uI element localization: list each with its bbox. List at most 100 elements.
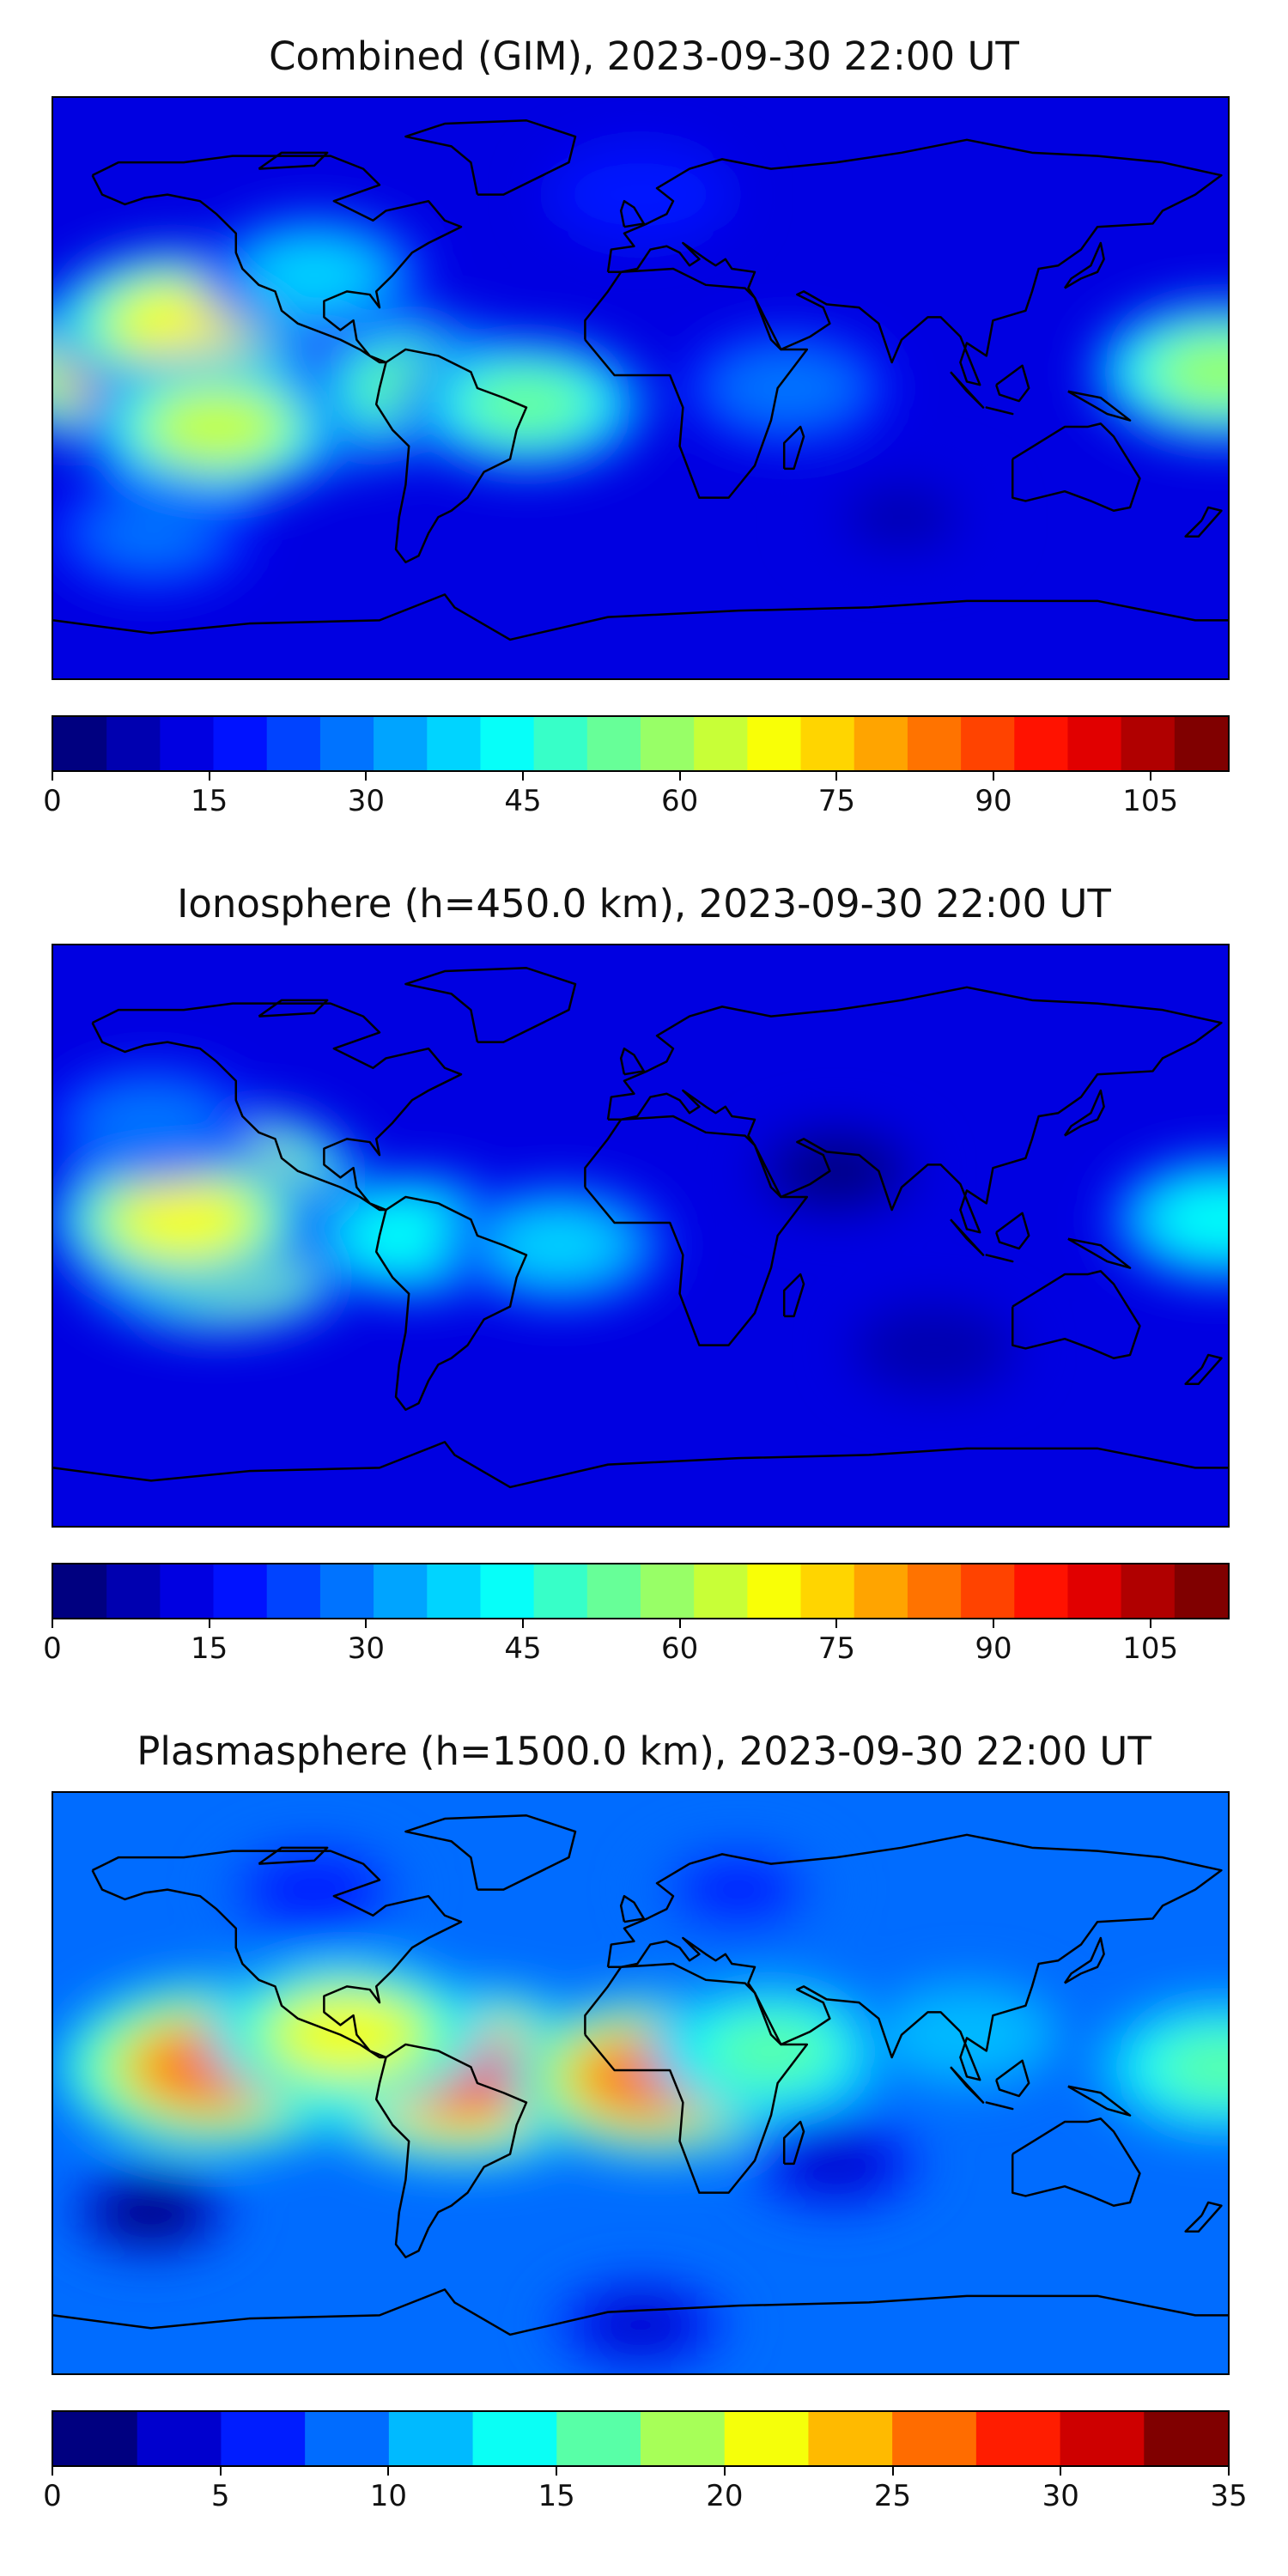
colorbar-tick-label: 105 — [1122, 784, 1179, 818]
colorbar-swatch — [53, 1564, 107, 1618]
colorbar-tick-label: 10 — [369, 2479, 408, 2513]
colorbar-swatch — [137, 2412, 222, 2465]
colorbar-tick-label: 45 — [504, 1631, 542, 1666]
heatmap-contour — [878, 1318, 990, 1379]
colorbar-swatch — [1144, 2412, 1228, 2465]
colorbar-tick — [387, 2467, 390, 2476]
colorbar-swatch — [319, 717, 374, 770]
colorbar-tick — [1060, 2467, 1062, 2476]
coastline — [1184, 506, 1223, 538]
coastline — [619, 199, 646, 228]
heatmap-contour — [463, 369, 590, 439]
coastline — [53, 2288, 1228, 2336]
colorbar-tick — [678, 772, 681, 781]
colorbar-swatch — [854, 717, 908, 770]
colorbar-swatch — [160, 717, 215, 770]
colorbar-tick-label: 90 — [975, 1631, 1012, 1666]
colorbar-swatch — [641, 717, 695, 770]
colorbar-swatch — [907, 1564, 962, 1618]
coastline — [374, 2043, 528, 2259]
coastline — [995, 364, 1030, 403]
colorbar-swatch — [266, 717, 321, 770]
colorbar-swatch — [1121, 717, 1176, 770]
coastline — [404, 119, 577, 196]
colorbar-tick-label: 0 — [43, 784, 62, 818]
heatmap-svg — [53, 98, 1228, 678]
colorbar-swatch — [221, 2412, 306, 2465]
heatmap-contour — [708, 2016, 835, 2086]
coastline — [258, 1846, 329, 1865]
coastline — [985, 2101, 1014, 2111]
colorbar-swatch — [53, 717, 107, 770]
coastline — [53, 593, 1228, 641]
coastline — [258, 151, 329, 170]
colorbar-tick — [365, 1619, 368, 1628]
colorbar-swatch — [266, 1564, 321, 1618]
coastline — [1011, 2117, 1141, 2207]
coastline — [1184, 1353, 1223, 1386]
coastline — [404, 1814, 577, 1891]
coastline — [1011, 422, 1141, 512]
colorbar-tick — [208, 1619, 210, 1628]
colorbar-tick — [678, 1619, 681, 1628]
coastline — [606, 986, 1223, 1234]
coastline — [1063, 241, 1105, 289]
colorbar-swatch — [724, 2412, 810, 2465]
colorbar-swatch — [641, 1564, 695, 1618]
colorbar-tick — [993, 1619, 994, 1628]
colorbar-swatch — [1174, 717, 1228, 770]
colorbar-tick — [219, 2467, 222, 2476]
colorbar-tick-label: 25 — [873, 2479, 912, 2513]
colorbar-tick-label: 5 — [210, 2479, 230, 2513]
colorbar-swatch — [1174, 1564, 1228, 1618]
colorbar-swatch — [975, 2412, 1061, 2465]
colorbar-tick — [993, 772, 994, 781]
coastline — [374, 348, 528, 564]
heatmap-contour — [779, 2132, 894, 2195]
colorbar-swatch — [213, 1564, 268, 1618]
colorbar-tick-label: 45 — [504, 784, 542, 818]
colorbar-swatch — [808, 2412, 893, 2465]
colorbar — [52, 715, 1230, 772]
coastline — [995, 2059, 1030, 2098]
colorbar-tick-label: 20 — [706, 2479, 744, 2513]
coastline — [53, 1441, 1228, 1489]
coastline — [985, 406, 1014, 416]
colorbar-tick — [1149, 1619, 1151, 1628]
colorbar-tick-label: 60 — [661, 1631, 699, 1666]
colorbar-tick — [365, 772, 368, 781]
colorbar-tick — [522, 1619, 524, 1628]
colorbar-tick — [835, 1619, 838, 1628]
coastline — [950, 2066, 985, 2104]
map-plot — [52, 1791, 1230, 2375]
heatmap-contour — [845, 486, 958, 548]
colorbar-swatch — [586, 717, 641, 770]
heatmap-svg — [53, 1793, 1228, 2373]
colorbar-swatch — [533, 1564, 588, 1618]
panel-title: Ionosphere (h=450.0 km), 2023-09-30 22:0… — [177, 881, 1111, 927]
heatmap-contour — [906, 2002, 1028, 2069]
heatmap-svg — [53, 945, 1228, 1526]
heatmap-contour — [781, 1140, 892, 1201]
colorbar-swatch — [388, 2412, 474, 2465]
heatmap-contour — [117, 1183, 251, 1256]
colorbar-swatch — [472, 2412, 557, 2465]
coastline — [606, 1833, 1223, 2081]
map-plot — [52, 96, 1230, 680]
colorbar-tick-label: 105 — [1122, 1631, 1179, 1666]
colorbar-tick — [1228, 2467, 1230, 2476]
colorbar-swatch — [53, 2412, 138, 2465]
panel-title: Plasmasphere (h=1500.0 km), 2023-09-30 2… — [137, 1728, 1151, 1774]
colorbar-tick — [1149, 772, 1151, 781]
heatmap-contour — [150, 391, 283, 463]
colorbar-tick-label: 75 — [817, 1631, 855, 1666]
colorbar-swatch — [374, 1564, 428, 1618]
panel-title: Combined (GIM), 2023-09-30 22:00 UT — [269, 33, 1019, 79]
colorbar-tick-label: 35 — [1210, 2479, 1248, 2513]
coastline — [1067, 2085, 1132, 2117]
coastline — [1067, 390, 1132, 422]
coastline — [619, 1047, 646, 1076]
coastline — [404, 967, 577, 1043]
colorbar-swatch — [374, 717, 428, 770]
coastline — [258, 999, 329, 1018]
